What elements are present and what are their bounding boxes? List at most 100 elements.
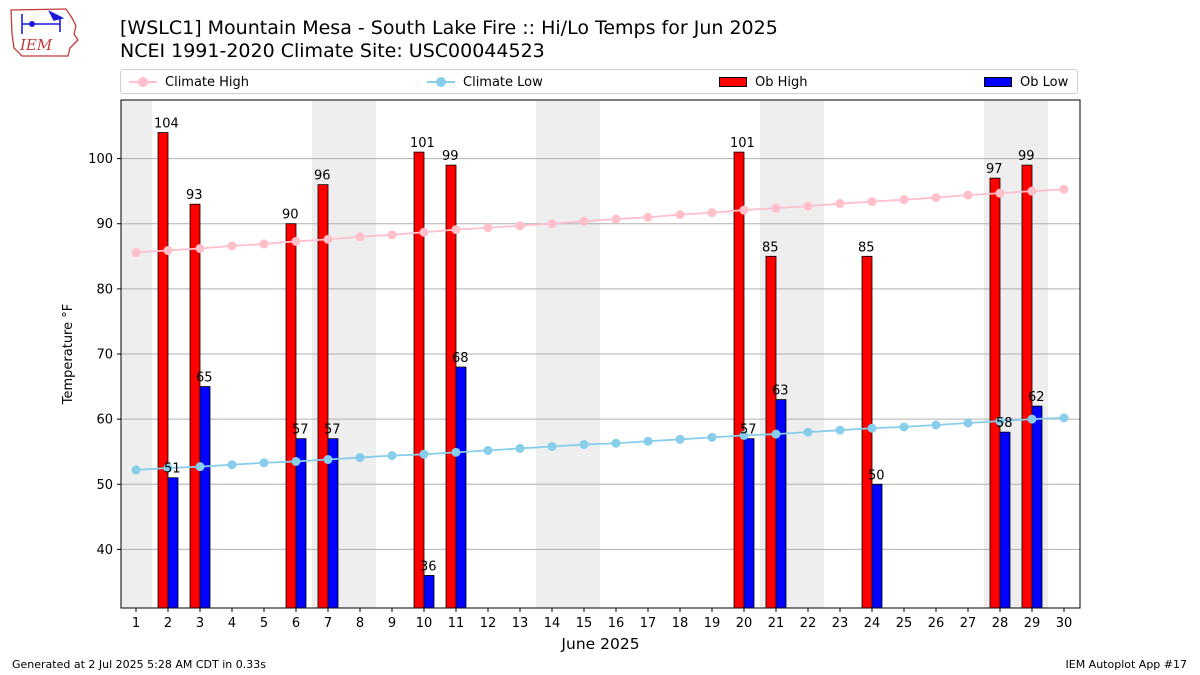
- x-tick-label-7: 7: [324, 616, 332, 631]
- climate-low-point-day-3: [195, 462, 205, 472]
- climate-low-point-day-28: [995, 416, 1005, 426]
- climate-high-point-day-5: [259, 239, 269, 249]
- x-tick-label-28: 28: [992, 616, 1009, 631]
- ob-low-bar-day-3: [199, 386, 211, 609]
- ob-low-value-label-day-6: 57: [292, 423, 309, 438]
- ob-high-value-label-day-24: 85: [858, 240, 875, 255]
- climate-low-point-day-29: [1027, 414, 1037, 424]
- climate-low-point-day-21: [771, 429, 781, 439]
- ob-low-bar-day-28: [999, 431, 1011, 609]
- climate-high-point-day-26: [931, 193, 941, 203]
- x-tick-label-5: 5: [260, 616, 268, 631]
- climate-low-point-day-18: [675, 434, 685, 444]
- x-tick-label-21: 21: [768, 616, 785, 631]
- iowa-outline-icon: [10, 8, 79, 57]
- climate-high-point-day-28: [995, 188, 1005, 198]
- legend-swatch-climate-high: [129, 75, 157, 89]
- ob-low-bar-day-20: [743, 438, 755, 609]
- x-tick-label-24: 24: [864, 616, 881, 631]
- climate-low-line: [135, 416, 1065, 471]
- logo-text: IEM: [19, 36, 53, 54]
- ob-high-bar-day-20: [733, 151, 745, 609]
- chart-subtitle: NCEI 1991-2020 Climate Site: USC00044523: [120, 40, 545, 62]
- x-tick-label-15: 15: [576, 616, 593, 631]
- x-tick-label-18: 18: [672, 616, 689, 631]
- x-tick-label-17: 17: [640, 616, 657, 631]
- ob-high-value-label-day-28: 97: [986, 162, 1003, 177]
- climate-low-point-day-8: [355, 453, 365, 463]
- climate-low-point-day-27: [963, 418, 973, 428]
- climate-low-point-day-30: [1059, 413, 1069, 423]
- legend-swatch-ob-high: [719, 77, 747, 87]
- generated-timestamp: Generated at 2 Jul 2025 5:28 AM CDT in 0…: [12, 658, 266, 671]
- ob-high-bar-day-6: [285, 223, 297, 609]
- y-tick-label-100: 100: [88, 152, 113, 167]
- climate-low-point-day-14: [547, 441, 557, 451]
- x-tick-label-11: 11: [448, 616, 465, 631]
- ob-high-value-label-day-10: 101: [410, 136, 435, 151]
- climate-low-point-day-20: [739, 430, 749, 440]
- x-tick-label-1: 1: [132, 616, 140, 631]
- ob-high-value-label-day-7: 96: [314, 169, 331, 184]
- x-tick-label-20: 20: [736, 616, 753, 631]
- climate-low-point-day-25: [899, 422, 909, 432]
- ob-low-value-label-day-11: 68: [452, 351, 469, 366]
- ob-low-value-label-day-7: 57: [324, 423, 341, 438]
- x-tick-label-3: 3: [196, 616, 204, 631]
- climate-high-point-day-2: [163, 245, 173, 255]
- climate-low-point-day-17: [643, 436, 653, 446]
- climate-high-point-day-13: [515, 221, 525, 231]
- climate-low-point-day-24: [867, 423, 877, 433]
- ob-high-bar-day-10: [413, 151, 425, 609]
- legend-item-climate-high: Climate High: [129, 73, 249, 91]
- climate-high-point-day-23: [835, 199, 845, 209]
- climate-high-point-day-19: [707, 208, 717, 218]
- climate-high-point-day-27: [963, 190, 973, 200]
- climate-low-point-day-26: [931, 420, 941, 430]
- ob-high-value-label-day-21: 85: [762, 240, 779, 255]
- ob-high-bar-day-2: [157, 132, 169, 609]
- x-tick-label-13: 13: [512, 616, 529, 631]
- x-tick-label-27: 27: [960, 616, 977, 631]
- climate-high-point-day-3: [195, 243, 205, 253]
- climate-high-point-day-4: [227, 241, 237, 251]
- climate-high-point-day-9: [387, 230, 397, 240]
- climate-low-point-day-19: [707, 432, 717, 442]
- legend-label-ob-low: Ob Low: [1020, 74, 1069, 90]
- ob-low-bar-day-29: [1031, 405, 1043, 609]
- legend-item-climate-low: Climate Low: [427, 73, 543, 91]
- climate-high-point-day-22: [803, 201, 813, 211]
- ob-high-value-label-day-20: 101: [730, 136, 755, 151]
- x-tick-label-26: 26: [928, 616, 945, 631]
- climate-high-point-day-20: [739, 205, 749, 215]
- climate-high-point-day-10: [419, 227, 429, 237]
- climate-high-point-day-24: [867, 197, 877, 207]
- ob-low-bar-day-24: [871, 483, 883, 609]
- climate-low-point-day-22: [803, 427, 813, 437]
- x-tick-label-16: 16: [608, 616, 625, 631]
- ob-low-bar-day-7: [327, 438, 339, 609]
- climate-high-point-day-25: [899, 195, 909, 205]
- ob-high-bar-day-29: [1021, 164, 1033, 609]
- climate-low-point-day-4: [227, 460, 237, 470]
- climate-low-point-day-23: [835, 425, 845, 435]
- climate-high-line: [135, 188, 1065, 254]
- x-axis-label: June 2025: [560, 635, 639, 653]
- climate-low-point-day-11: [451, 447, 461, 457]
- climate-low-point-day-9: [387, 451, 397, 461]
- iem-logo: IEM: [10, 8, 79, 57]
- x-tick-label-8: 8: [356, 616, 364, 631]
- climate-low-point-day-1: [131, 465, 141, 475]
- app-label: IEM Autoplot App #17: [1065, 658, 1188, 671]
- weather-station-icon: [21, 10, 65, 34]
- y-tick-label-60: 60: [96, 413, 113, 428]
- climate-high-point-day-1: [131, 247, 141, 257]
- legend-label-climate-low: Climate Low: [463, 74, 543, 90]
- climate-low-point-day-13: [515, 443, 525, 453]
- ob-low-value-label-day-20: 57: [740, 423, 757, 438]
- legend-label-ob-high: Ob High: [755, 74, 808, 90]
- climate-high-point-day-16: [611, 214, 621, 224]
- plot-frame: [120, 99, 1081, 609]
- ob-low-value-label-day-10: 36: [420, 559, 437, 574]
